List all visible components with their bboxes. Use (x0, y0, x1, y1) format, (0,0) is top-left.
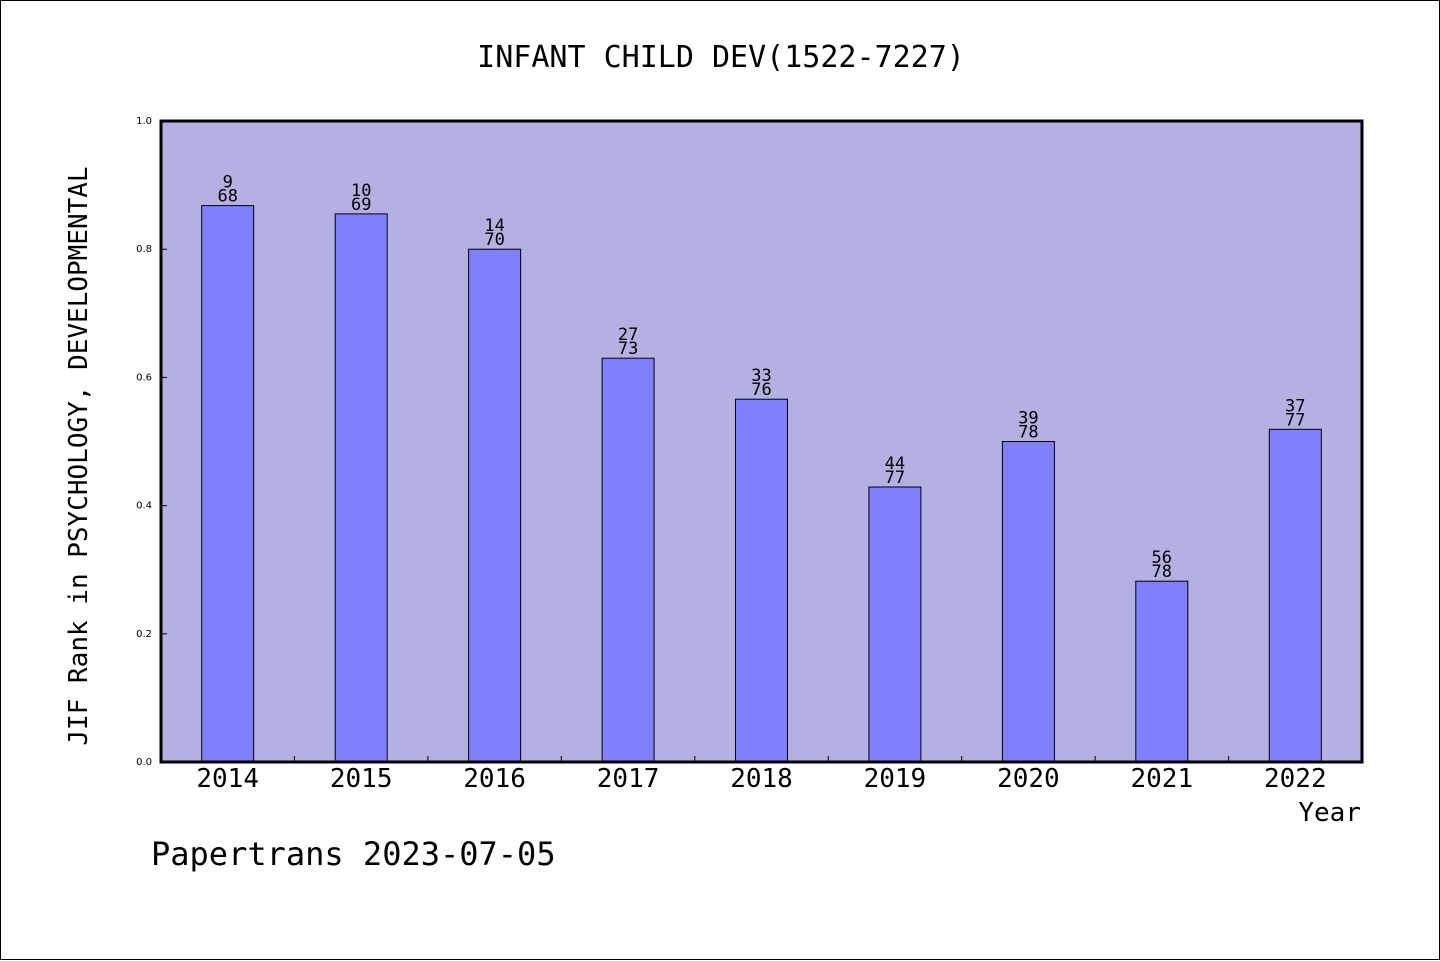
bar-rank-label: 9 (223, 173, 233, 193)
bar-total-label: 70 (484, 230, 504, 250)
bar-rank-label: 56 (1152, 548, 1172, 568)
x-axis-ticks: 2014 2015 2016 2017 2018 2019 2020 2021 2022 (196, 756, 1327, 794)
bar-2018 (735, 398, 788, 763)
x-tick-label: 2020 (997, 764, 1060, 794)
bar-rank-label: 44 (885, 454, 905, 474)
y-tick-label: 0.0 (136, 757, 152, 768)
x-tick-label: 2017 (597, 764, 660, 794)
x-tick-label: 2018 (730, 764, 793, 794)
bar-rank-label: 10 (351, 181, 371, 201)
bar-2014 (201, 205, 255, 763)
x-tick-label: 2022 (1264, 764, 1327, 794)
credit-text: Papertrans 2023-07-05 (151, 835, 556, 873)
bar-total-label: 78 (1018, 423, 1038, 443)
bar-total-label: 77 (885, 468, 905, 488)
bar-2015 (334, 213, 388, 763)
bar-2019 (868, 486, 922, 763)
bar-total-label: 78 (1152, 562, 1172, 582)
bar-rank-label: 39 (1018, 409, 1038, 429)
y-tick-label: 0.6 (136, 372, 152, 383)
bar-2020 (1001, 441, 1055, 763)
bar-rank-label: 14 (484, 216, 504, 236)
bar-total-label: 77 (1285, 410, 1305, 430)
bar-total-label: 73 (618, 339, 638, 359)
bar-total-label: 68 (217, 187, 237, 207)
x-axis-label: Year (1298, 798, 1361, 828)
x-tick-label: 2021 (1130, 764, 1193, 794)
y-tick-label: 1.0 (136, 116, 152, 127)
x-tick-label: 2019 (864, 764, 927, 794)
bars-group (201, 205, 1322, 763)
bar-2016 (468, 248, 522, 763)
x-tick-label: 2015 (330, 764, 393, 794)
y-tick-label: 0.2 (136, 629, 152, 640)
x-tick-label: 2016 (463, 764, 526, 794)
x-tick-label: 2014 (196, 764, 259, 794)
chart-title: INFANT CHILD DEV(1522-7227) (477, 40, 965, 75)
plot-border (159, 119, 1364, 764)
bar-rank-label: 37 (1285, 396, 1305, 416)
bar-total-label: 69 (351, 195, 371, 215)
bar-rank-label: 27 (618, 325, 638, 345)
bar-total-label: 76 (751, 380, 771, 400)
bar-2021 (1135, 580, 1189, 763)
y-tick-label: 0.4 (136, 501, 152, 512)
bar-2022 (1268, 428, 1322, 763)
y-axis-label: JIF Rank in PSYCHOLOGY, DEVELOPMENTAL (64, 166, 94, 745)
y-tick-label: 0.8 (136, 244, 152, 255)
bar-rank-label: 33 (751, 366, 771, 386)
bar-2017 (601, 357, 655, 763)
